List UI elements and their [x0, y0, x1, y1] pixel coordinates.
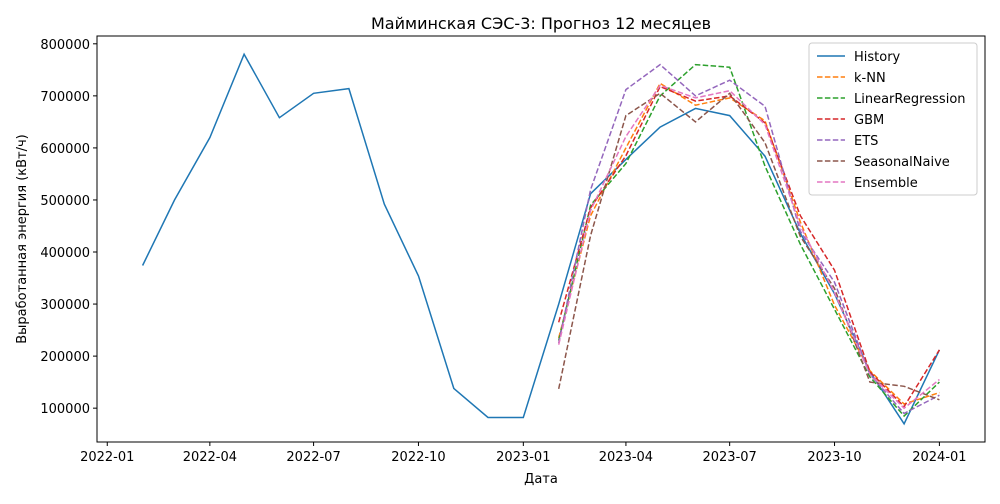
x-tick-label: 2023-07 [702, 450, 756, 465]
y-axis-label: Выработанная энергия (кВт/ч) [15, 134, 30, 344]
legend-label: LinearRegression [854, 92, 966, 107]
plot-frame [96, 35, 986, 443]
y-tick-label: 800000 [40, 38, 90, 53]
x-tick-label: 2023-01 [496, 450, 550, 465]
legend-label: SeasonalNaive [854, 155, 950, 170]
legend: History k-NN LinearRegression GBM ETS Seasona… [808, 42, 978, 196]
y-tick-label: 500000 [40, 194, 90, 209]
x-tick-label: 2023-10 [807, 450, 861, 465]
legend-box [808, 42, 978, 196]
y-tick-label: 200000 [40, 350, 90, 365]
series-line-gbm [557, 85, 941, 408]
y-tick-label: 700000 [40, 90, 90, 105]
x-tick-label: 2022-01 [80, 450, 134, 465]
x-axis-label: Дата [524, 472, 558, 487]
legend-label: k-NN [854, 71, 886, 86]
legend-label: History [854, 50, 901, 65]
series-line-ets [557, 63, 940, 415]
series-line-ensemble [557, 84, 940, 410]
x-tick-label: 2024-01 [912, 450, 966, 465]
legend-label: Ensemble [854, 176, 918, 191]
series-layer [141, 52, 941, 426]
chart-title: Майминская СЭС-3: Прогноз 12 месяцев [371, 14, 711, 33]
x-axis: 2022-01 2022-04 2022-07 2022-10 2023-01 2023-… [80, 442, 967, 465]
series-line-history [141, 52, 941, 426]
y-tick-label: 100000 [40, 402, 90, 417]
y-tick-label: 400000 [40, 246, 90, 261]
series-line-linearregression [557, 63, 940, 418]
y-axis: 100000 200000 300000 400000 500000 600000 7000… [40, 38, 97, 417]
legend-label: ETS [854, 134, 878, 149]
x-tick-label: 2022-07 [286, 450, 340, 465]
series-line-k-nn [557, 82, 940, 405]
series-line-seasonalnaive [557, 92, 940, 401]
x-tick-label: 2023-04 [599, 450, 653, 465]
y-tick-label: 600000 [40, 142, 90, 157]
y-tick-label: 300000 [40, 298, 90, 313]
legend-label: GBM [854, 113, 884, 128]
x-tick-label: 2022-10 [391, 450, 445, 465]
x-tick-label: 2022-04 [183, 450, 237, 465]
